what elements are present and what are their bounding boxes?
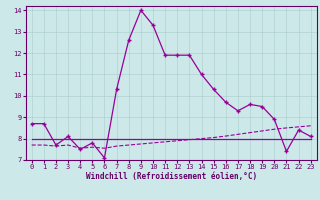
X-axis label: Windchill (Refroidissement éolien,°C): Windchill (Refroidissement éolien,°C) [86, 172, 257, 181]
